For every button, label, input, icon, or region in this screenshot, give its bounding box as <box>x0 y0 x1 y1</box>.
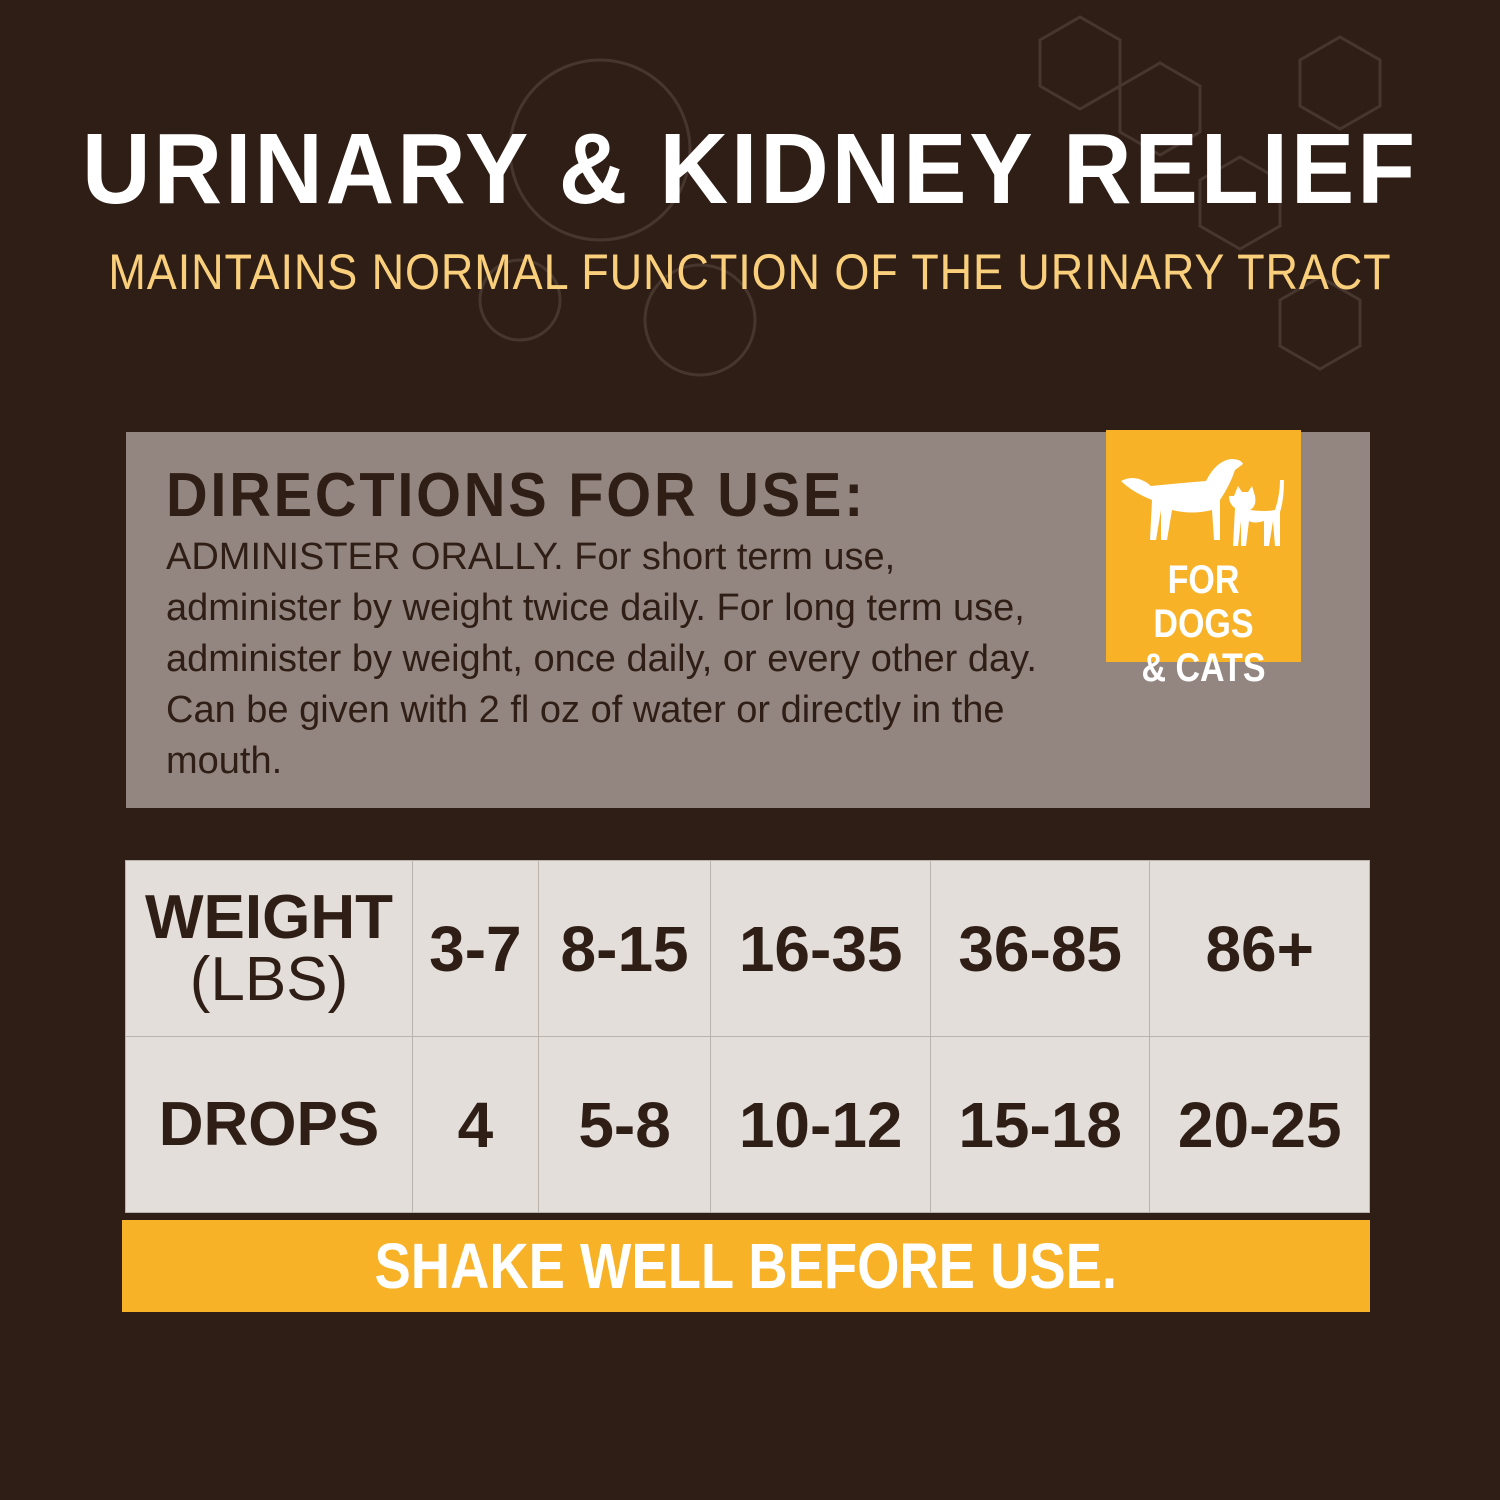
directions-heading: DIRECTIONS FOR USE: <box>166 461 867 530</box>
badge-line-2: & CATS <box>1141 646 1266 690</box>
page-title: URINARY & KIDNEY RELIEF <box>82 113 1418 225</box>
directions-panel: DIRECTIONS FOR USE: ADMINISTER ORALLY. F… <box>126 430 1370 808</box>
dosage-table: WEIGHT (LBS) 3-7 8-15 16-35 36-85 86+ DRO… <box>125 860 1370 1213</box>
drops-cell: 20-25 <box>1149 1036 1370 1213</box>
drops-cell: 10-12 <box>710 1036 931 1213</box>
badge-line-1: FOR DOGS <box>1153 558 1254 646</box>
drops-cell: 15-18 <box>929 1036 1151 1213</box>
directions-text: ADMINISTER ORALLY. For short term use, a… <box>166 536 1037 782</box>
page-subtitle: MAINTAINS NORMAL FUNCTION OF THE URINARY… <box>108 244 1392 300</box>
weight-header: WEIGHT (LBS) <box>125 860 413 1037</box>
weight-cell: 3-7 <box>412 860 539 1037</box>
table-row-weight: WEIGHT (LBS) 3-7 8-15 16-35 36-85 86+ <box>125 860 1370 1037</box>
dog-and-cat-icon <box>1121 459 1284 546</box>
weight-cell: 16-35 <box>710 860 931 1037</box>
for-dogs-cats-badge: FOR DOGS & CATS <box>1106 430 1301 690</box>
drops-header: DROPS <box>125 1036 413 1213</box>
shake-well-text: SHAKE WELL BEFORE USE. <box>374 1230 1118 1302</box>
drops-cell: 4 <box>412 1036 539 1213</box>
weight-unit: (LBS) <box>189 944 349 1014</box>
table-row-drops: DROPS 4 5-8 10-12 15-18 20-25 <box>125 1036 1370 1213</box>
weight-cell: 86+ <box>1149 860 1370 1037</box>
weight-label: WEIGHT <box>145 882 393 952</box>
weight-cell: 8-15 <box>537 860 712 1037</box>
weight-cell: 36-85 <box>929 860 1151 1037</box>
drops-cell: 5-8 <box>537 1036 712 1213</box>
shake-well-banner: SHAKE WELL BEFORE USE. <box>122 1220 1370 1312</box>
botanical-hexagon-decoration <box>478 15 1382 377</box>
